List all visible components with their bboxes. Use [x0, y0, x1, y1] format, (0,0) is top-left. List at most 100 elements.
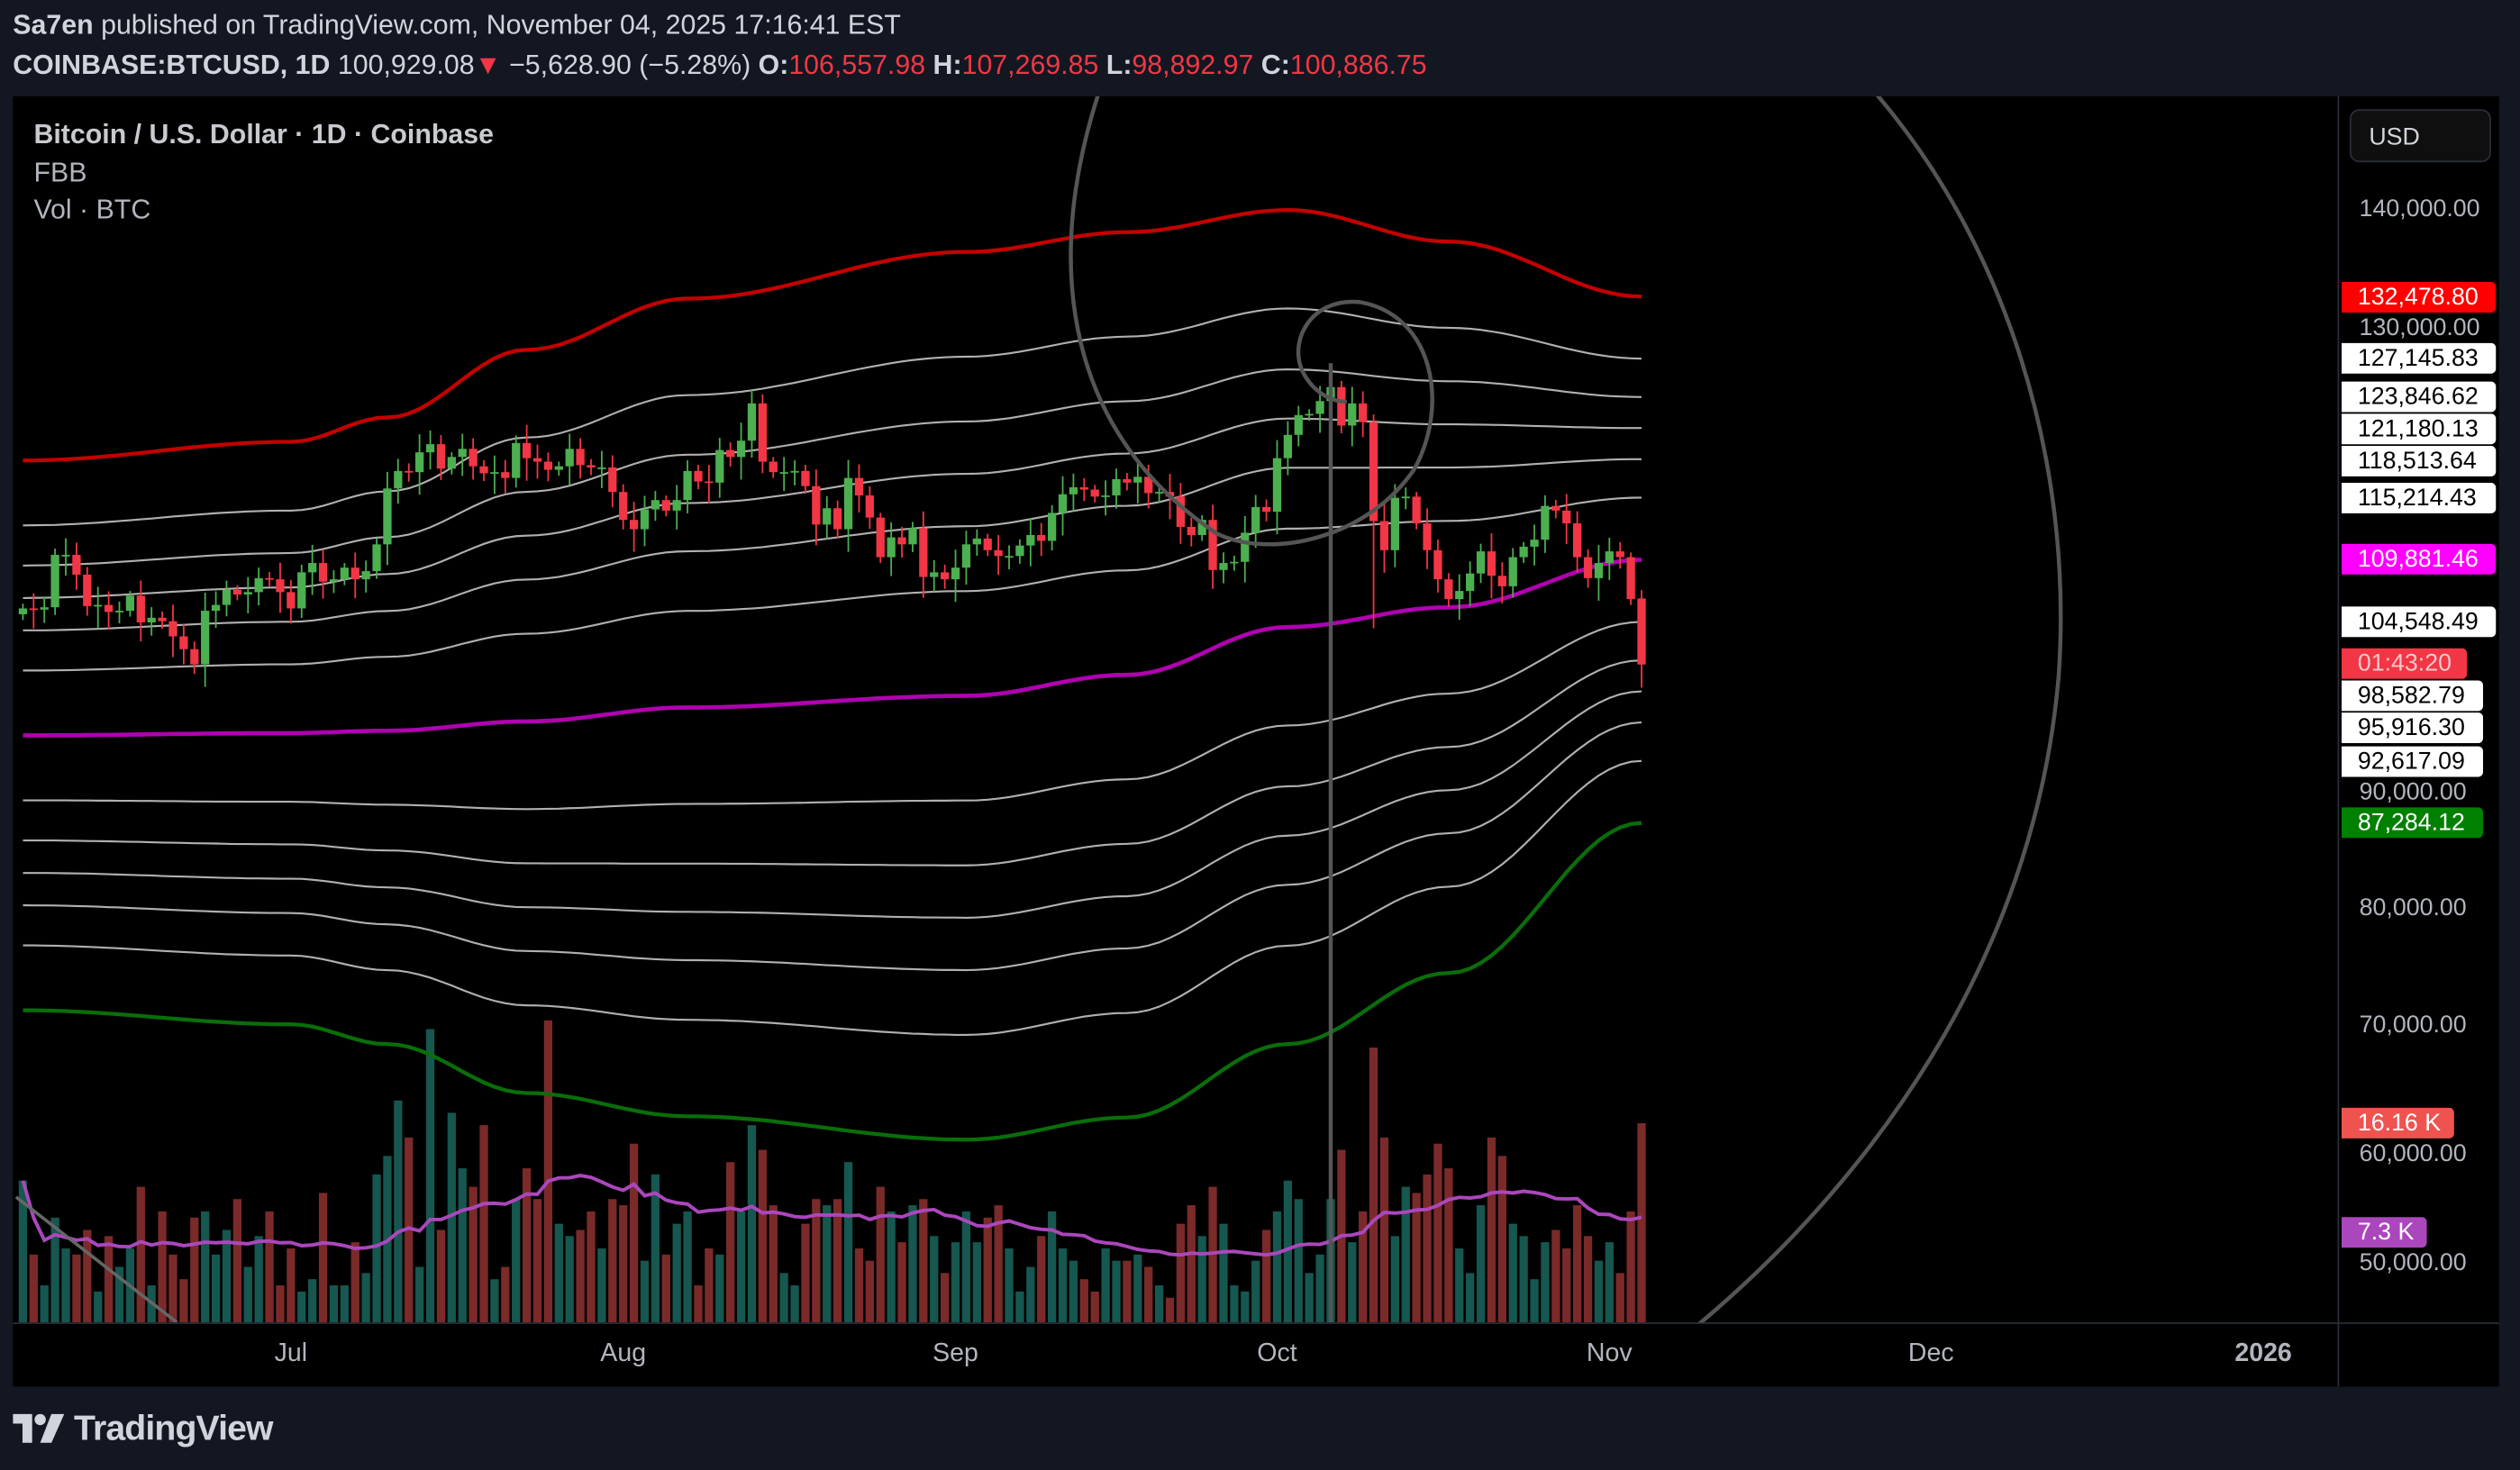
- time-tick-label: Nov: [1586, 1339, 1633, 1368]
- volume-bar: [1261, 1230, 1271, 1323]
- volume-bar: [532, 1199, 542, 1323]
- candle: [1219, 552, 1228, 584]
- candle-body: [619, 492, 628, 521]
- volume-bar: [1508, 1223, 1517, 1323]
- indicator-legend-volume[interactable]: Vol · BTC: [33, 194, 151, 225]
- candle: [18, 603, 28, 621]
- last-price: 100,929.08: [337, 50, 475, 81]
- volume-bar: [790, 1285, 799, 1323]
- candle-body: [1497, 576, 1506, 586]
- candle-body: [1519, 546, 1528, 558]
- candle: [1112, 468, 1121, 509]
- candle: [597, 450, 606, 489]
- candle-body: [608, 467, 617, 493]
- volume-bar: [254, 1236, 263, 1323]
- spiral-inner-arc[interactable]: [1069, 64, 1434, 547]
- candle: [1101, 480, 1110, 516]
- currency-button[interactable]: USD: [2349, 109, 2491, 163]
- candle-body: [758, 403, 768, 462]
- volume-bar: [1455, 1248, 1464, 1323]
- volume-bar: [876, 1186, 885, 1323]
- candle-body: [823, 508, 832, 525]
- candle: [619, 484, 628, 530]
- candle: [661, 495, 670, 517]
- candle-body: [1466, 573, 1475, 592]
- candle: [458, 433, 467, 476]
- spiral-outer-arc[interactable]: [1688, 80, 2063, 1333]
- volume-bar: [114, 1266, 124, 1323]
- candle: [1261, 499, 1271, 522]
- volume-bar: [1187, 1205, 1196, 1323]
- candle: [1348, 386, 1357, 447]
- candle-body: [1037, 535, 1046, 541]
- candle: [265, 572, 274, 587]
- fbb-bands: [23, 208, 1642, 1142]
- candle: [694, 465, 703, 490]
- candle-body: [597, 467, 606, 469]
- candle: [1455, 574, 1464, 621]
- volume-bar: [1112, 1260, 1121, 1323]
- candle-body: [747, 403, 757, 441]
- candle-body: [287, 592, 296, 609]
- volume-bar: [1283, 1180, 1293, 1323]
- candle-body: [1219, 563, 1228, 570]
- candle: [72, 542, 81, 590]
- candle-body: [94, 604, 103, 607]
- trend-line-drawing[interactable]: [14, 1195, 178, 1323]
- candle: [479, 459, 488, 481]
- volume-bar: [1401, 1186, 1410, 1323]
- candle: [801, 465, 810, 495]
- candle-body: [1348, 403, 1357, 426]
- volume-bar: [619, 1205, 628, 1323]
- candle-body: [18, 608, 28, 614]
- volume-bar: [554, 1223, 563, 1323]
- candle: [1123, 473, 1132, 491]
- candle-body: [425, 444, 435, 453]
- candle-body: [1412, 496, 1421, 524]
- candle-body: [1069, 486, 1078, 495]
- candle-body: [1583, 557, 1593, 578]
- candle: [1626, 552, 1635, 605]
- candle: [243, 576, 252, 613]
- volume-bar: [1251, 1260, 1260, 1323]
- candle: [972, 529, 981, 557]
- chart-title[interactable]: Bitcoin / U.S. Dollar · 1D · Coinbase: [33, 119, 494, 150]
- candle-body: [1251, 506, 1260, 533]
- candle: [1583, 549, 1593, 588]
- candle: [736, 422, 746, 480]
- volume-bar: [865, 1260, 874, 1323]
- candle-body: [1294, 414, 1303, 435]
- candle: [222, 580, 232, 617]
- candle-body: [1551, 505, 1560, 511]
- candle-body: [383, 488, 392, 545]
- candle-body: [222, 589, 232, 605]
- candle-body: [876, 517, 885, 558]
- candle-body: [705, 481, 714, 484]
- candle: [147, 607, 156, 636]
- author[interactable]: Sa7en: [13, 9, 94, 41]
- volume-bar: [1369, 1047, 1378, 1323]
- volume-bar: [1476, 1205, 1486, 1323]
- candle-body: [1626, 557, 1635, 600]
- volume-bar: [1197, 1236, 1206, 1323]
- fib-spiral-drawing[interactable]: [1069, 64, 2063, 1333]
- volume-bar: [897, 1242, 906, 1323]
- candle: [779, 457, 788, 492]
- candle: [812, 469, 821, 546]
- candle: [1133, 459, 1142, 504]
- candles: [18, 376, 1646, 688]
- volume-bar: [104, 1236, 114, 1323]
- candle: [522, 424, 532, 481]
- candle: [1241, 516, 1250, 583]
- candle-body: [994, 549, 1003, 557]
- candle: [61, 538, 70, 576]
- indicator-legend-fbb[interactable]: FBB: [33, 157, 87, 188]
- candle-body: [243, 592, 252, 594]
- price-level-badge: 92,617.09: [2341, 745, 2483, 776]
- tradingview-logo[interactable]: TradingView: [13, 1408, 274, 1449]
- candle: [683, 460, 692, 513]
- candle: [769, 457, 778, 478]
- candle-body: [1123, 478, 1132, 483]
- candle-body: [1230, 561, 1239, 564]
